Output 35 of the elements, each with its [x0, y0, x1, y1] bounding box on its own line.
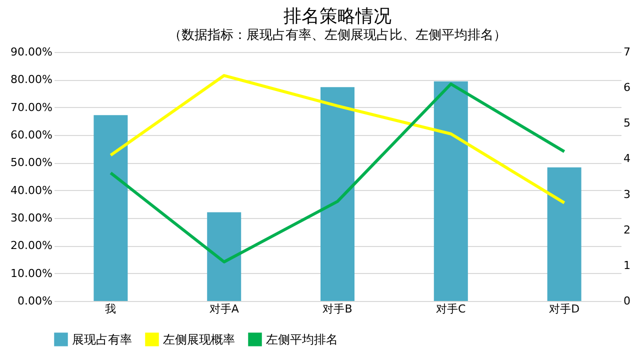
- x-tick-label: 我: [105, 302, 116, 316]
- y2-tick-label: 4: [624, 152, 630, 166]
- y2-tick-label: 1: [624, 258, 630, 272]
- bar: [434, 81, 468, 301]
- bar: [547, 167, 582, 301]
- chart-subtitle: （数据指标：展现占有率、左侧展现占比、左侧平均排名）: [168, 27, 506, 43]
- y2-tick-label: 2: [624, 223, 630, 236]
- legend-label: 左侧平均排名: [266, 332, 338, 346]
- y-tick-label: 10.00%: [10, 266, 52, 280]
- legend-label: 左侧展现概率: [163, 332, 235, 346]
- bar: [207, 212, 242, 301]
- bar: [94, 115, 128, 301]
- x-tick-label: 对手D: [549, 302, 580, 316]
- y2-tick-label: 0: [624, 294, 630, 308]
- y2-tick-label: 3: [624, 188, 630, 201]
- y-tick-label: 20.00%: [10, 239, 52, 252]
- x-tick-label: 对手A: [209, 302, 240, 316]
- y-tick-label: 80.00%: [10, 73, 52, 86]
- chart-title: 排名策略情况: [284, 6, 392, 27]
- y-tick-label: 90.00%: [10, 46, 52, 58]
- y2-tick-label: 5: [624, 116, 630, 130]
- y2-tick-label: 7: [624, 46, 630, 58]
- y-tick-label: 0.00%: [18, 294, 52, 308]
- y-tick-label: 40.00%: [10, 184, 52, 197]
- bar: [320, 87, 354, 301]
- legend-label: 展现占有率: [72, 332, 132, 346]
- x-tick-label: 对手C: [436, 302, 466, 316]
- line-series: [109, 74, 566, 204]
- y2-tick-label: 6: [624, 81, 630, 94]
- x-tick-label: 对手B: [322, 302, 352, 316]
- y-tick-label: 30.00%: [10, 212, 52, 224]
- line-series: [109, 82, 566, 264]
- y-tick-label: 60.00%: [10, 128, 52, 142]
- y-tick-label: 50.00%: [10, 156, 52, 170]
- y-tick-label: 70.00%: [10, 100, 52, 114]
